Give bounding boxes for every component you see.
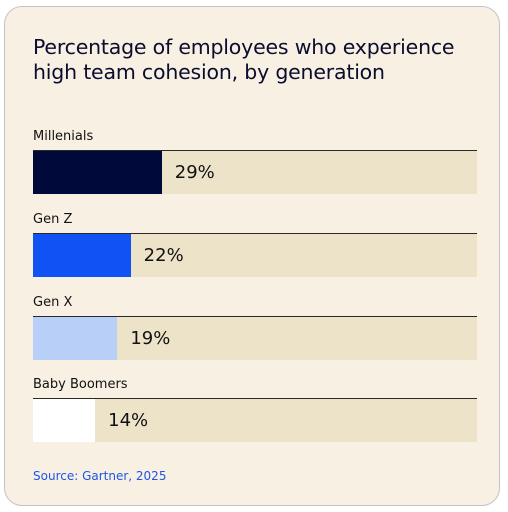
category-label: Millenials bbox=[33, 129, 94, 144]
category-label: Gen Z bbox=[33, 212, 73, 227]
bar-row-baby-boomers: Baby Boomers 14% bbox=[33, 377, 477, 442]
value-label: 14% bbox=[108, 410, 149, 431]
category-label: Baby Boomers bbox=[33, 377, 128, 392]
source-note: Source: Gartner, 2025 bbox=[33, 469, 167, 483]
value-label: 29% bbox=[174, 162, 215, 183]
bar-track: 14% bbox=[33, 398, 477, 442]
bar bbox=[33, 151, 162, 194]
bar-row-gen-x: Gen X 19% bbox=[33, 295, 477, 360]
bar bbox=[33, 234, 131, 277]
bar-track: 29% bbox=[33, 150, 477, 194]
bar-row-millenials: Millenials 29% bbox=[33, 129, 477, 194]
bar bbox=[33, 317, 118, 360]
value-label: 19% bbox=[130, 328, 171, 349]
chart-card: Percentage of employees who experience h… bbox=[4, 6, 500, 506]
bar-track: 22% bbox=[33, 233, 477, 277]
category-label: Gen X bbox=[33, 295, 73, 310]
bar bbox=[33, 399, 96, 442]
bar-row-gen-z: Gen Z 22% bbox=[33, 212, 477, 277]
value-label: 22% bbox=[143, 245, 184, 266]
chart-title: Percentage of employees who experience h… bbox=[33, 35, 455, 84]
bar-track: 19% bbox=[33, 316, 477, 360]
